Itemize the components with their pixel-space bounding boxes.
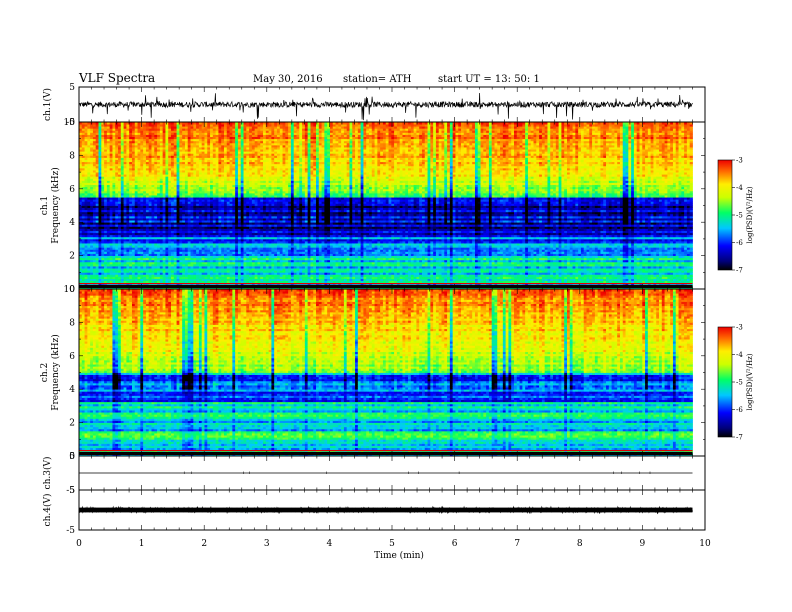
header-date: May 30, 2016 (253, 74, 323, 85)
y-tick-label: 5 (69, 83, 75, 93)
ch1-waveform-trace (79, 93, 693, 120)
chart-title: VLF Spectra (78, 71, 155, 85)
ch1-spectrogram-heatmap (79, 122, 693, 289)
y-axis-label: ch.1(V) (42, 88, 53, 121)
header-station: station= ATH (343, 74, 412, 85)
header-start-time: start UT = 13: 50: 1 (438, 74, 540, 85)
vlf-spectra-chart: VLF Spectra May 30, 2016 station= ATH st… (0, 0, 792, 612)
ch1-waveform-panel: 5-5ch.1(V) (42, 83, 705, 128)
